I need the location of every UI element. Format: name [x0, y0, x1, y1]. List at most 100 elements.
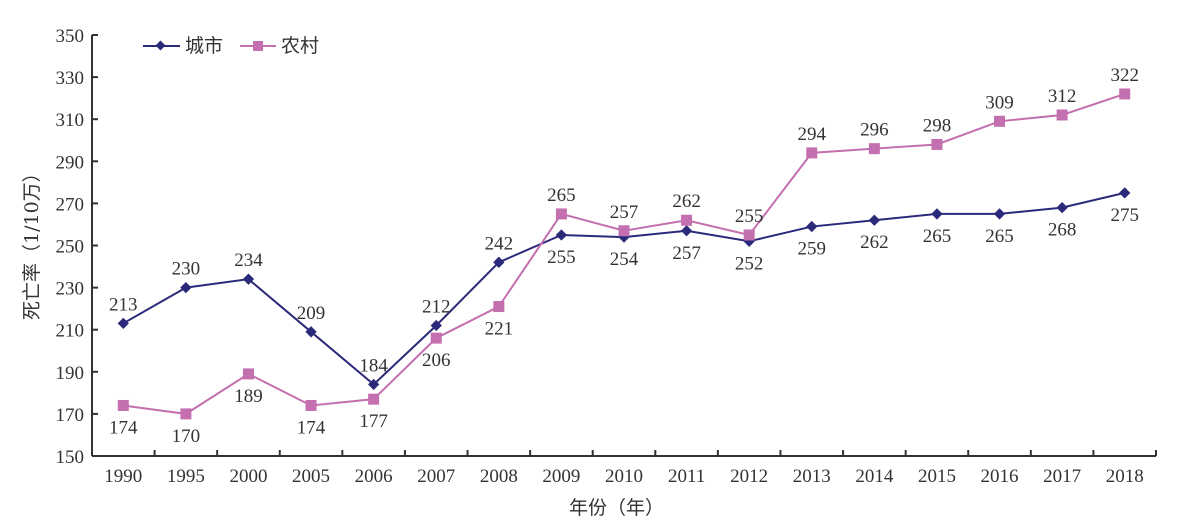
square-marker-icon [868, 143, 880, 155]
diamond-marker-icon [242, 273, 255, 285]
data-label: 242 [485, 233, 514, 254]
x-tick-label: 2012 [730, 466, 768, 487]
square-marker-icon [180, 408, 192, 420]
x-axis-title: 年份（年） [569, 497, 664, 519]
diamond-marker-icon [305, 326, 317, 338]
data-label: 255 [735, 206, 764, 227]
data-label: 259 [798, 239, 827, 260]
data-label: 189 [234, 386, 263, 407]
data-label: 212 [422, 296, 451, 317]
diamond-marker-icon [367, 378, 380, 391]
data-label: 254 [610, 249, 639, 270]
diamond-marker-icon [155, 40, 166, 51]
data-label: 322 [1110, 65, 1139, 86]
x-tick-label: 2010 [605, 466, 643, 487]
square-marker-icon [368, 393, 380, 405]
x-tick-label: 2008 [480, 466, 518, 487]
data-label: 275 [1110, 205, 1139, 226]
diamond-marker-icon [806, 220, 818, 233]
data-label: 255 [547, 247, 576, 268]
x-tick-label: 2005 [292, 466, 330, 487]
data-label: 257 [610, 202, 639, 223]
square-marker-icon [994, 115, 1006, 127]
data-label: 312 [1048, 86, 1077, 107]
square-marker-icon [117, 399, 129, 411]
data-label: 298 [923, 115, 952, 136]
data-label: 174 [109, 417, 138, 438]
y-tick-label: 250 [56, 237, 85, 258]
data-label: 206 [422, 350, 451, 371]
diamond-marker-icon [117, 317, 129, 330]
x-tick-label: 2014 [855, 466, 894, 487]
x-tick-label: 1995 [167, 466, 205, 487]
square-marker-icon [493, 301, 505, 313]
data-label: 252 [735, 253, 764, 274]
diamond-marker-icon [931, 208, 943, 220]
y-axis: 150 170 190 210 230 250 270 290 310 330 350 [56, 26, 98, 468]
x-tick-label: 2000 [229, 466, 267, 487]
square-marker-icon [242, 368, 254, 380]
diamond-marker-icon [1056, 201, 1068, 214]
diamond-marker-icon [430, 319, 442, 332]
square-marker-icon [555, 208, 567, 220]
diamond-marker-icon [868, 214, 881, 226]
x-tick-label: 2016 [981, 466, 1019, 487]
data-label: 170 [172, 426, 201, 447]
x-tick-label: 2011 [668, 466, 705, 487]
x-axis: 1990 1995 2000 2005 2006 2007 2008 2009 2010 2011… [92, 450, 1157, 487]
x-tick-label: 2009 [542, 466, 580, 487]
x-tick-label: 2007 [417, 466, 455, 487]
x-tick-label: 1990 [104, 466, 142, 487]
y-tick-label: 150 [56, 447, 85, 468]
diamond-marker-icon [993, 208, 1006, 220]
x-tick-label: 2017 [1043, 466, 1081, 487]
y-tick-label: 170 [56, 405, 85, 426]
square-marker-icon [931, 138, 943, 150]
x-tick-label: 2006 [355, 466, 393, 487]
diamond-marker-icon [680, 225, 693, 237]
legend-label-rural: 农村 [281, 35, 319, 57]
data-label: 174 [297, 417, 326, 438]
square-marker-icon [806, 147, 818, 159]
y-tick-label: 290 [56, 152, 85, 173]
data-label: 213 [109, 294, 138, 315]
data-label: 296 [860, 120, 889, 141]
y-tick-label: 350 [56, 26, 85, 47]
data-label: 265 [923, 226, 952, 247]
diamond-marker-icon [180, 281, 192, 294]
y-tick-label: 270 [56, 194, 85, 215]
diamond-marker-icon [493, 256, 505, 268]
legend: 城市 农村 [143, 35, 319, 57]
y-tick-label: 190 [56, 363, 85, 384]
data-label: 184 [359, 355, 388, 376]
data-label: 265 [985, 226, 1014, 247]
data-label: 309 [985, 92, 1014, 113]
x-tick-label: 2018 [1106, 466, 1144, 487]
data-label: 230 [172, 259, 201, 280]
x-tick-label: 2013 [793, 466, 831, 487]
data-label: 262 [860, 232, 889, 253]
square-marker-icon [743, 229, 755, 241]
data-label: 209 [297, 303, 326, 324]
diamond-marker-icon [1119, 187, 1131, 199]
square-marker-icon [1056, 109, 1068, 121]
y-tick-label: 330 [56, 68, 85, 89]
square-marker-icon [1119, 88, 1131, 100]
y-tick-label: 210 [56, 321, 85, 342]
diamond-marker-icon [555, 229, 568, 241]
data-label: 177 [359, 411, 388, 432]
y-axis-title: 死亡率（1/10万） [21, 163, 43, 320]
data-labels: 213 230 234 209 184 212 242 255 254 257 252 259 262 2… [109, 65, 1139, 447]
legend-item-urban: 城市 [143, 35, 223, 57]
data-label: 234 [234, 250, 263, 271]
x-tick-label: 2015 [918, 466, 956, 487]
series-layer [117, 88, 1131, 420]
data-label: 221 [485, 319, 514, 340]
legend-item-rural: 农村 [240, 35, 319, 57]
square-marker-icon [253, 41, 263, 51]
y-tick-label: 310 [56, 110, 85, 131]
data-label: 294 [798, 124, 827, 145]
legend-label-urban: 城市 [185, 35, 223, 57]
data-label: 265 [547, 185, 576, 206]
